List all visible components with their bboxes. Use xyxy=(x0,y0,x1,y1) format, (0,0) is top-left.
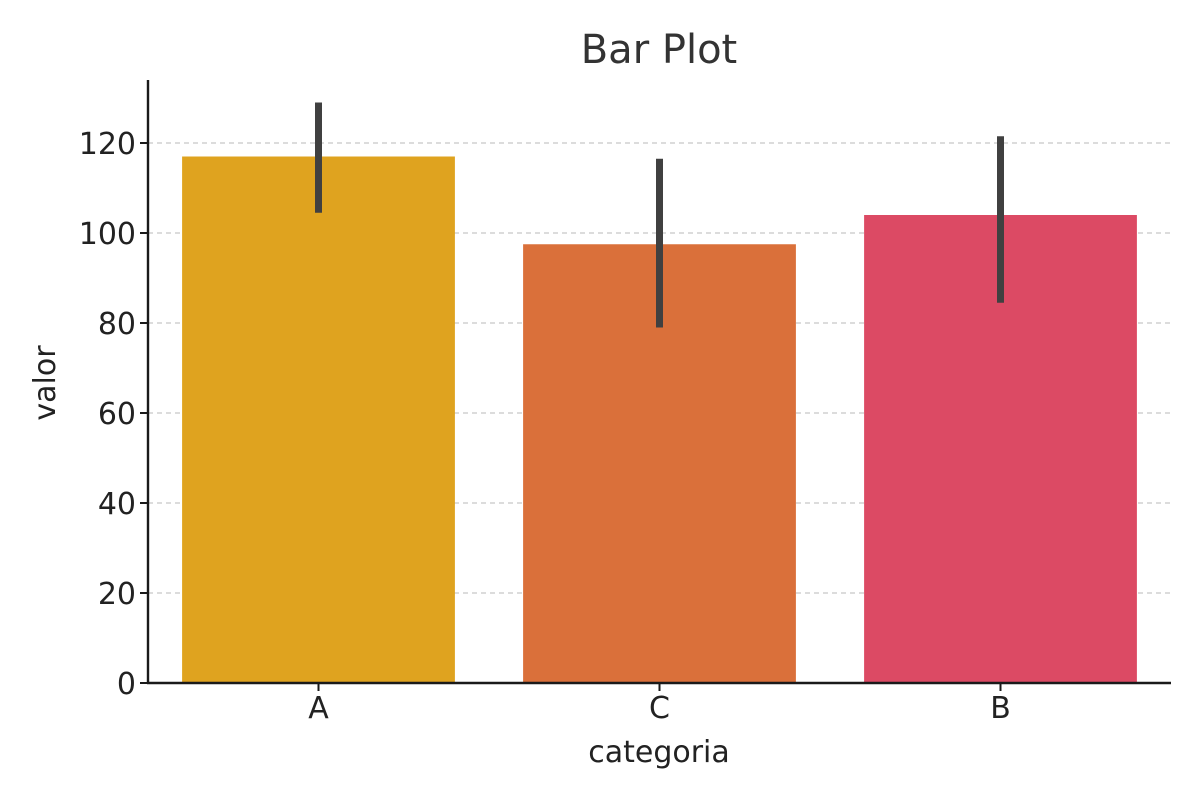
x-axis-label: categoria xyxy=(588,735,730,770)
x-tick-label: B xyxy=(990,691,1011,726)
y-tick-label: 80 xyxy=(98,307,136,342)
bars xyxy=(182,156,1137,683)
y-tick-label: 120 xyxy=(79,127,136,162)
y-tick-label: 20 xyxy=(98,577,136,612)
y-ticks: 0 20 40 60 80 100 120 xyxy=(79,127,148,702)
y-tick-label: 100 xyxy=(79,217,136,252)
error-bars xyxy=(315,102,1004,328)
bar-A xyxy=(182,156,455,683)
y-tick-label: 40 xyxy=(98,487,136,522)
chart-title: Bar Plot xyxy=(581,27,738,73)
y-axis-label: valor xyxy=(28,345,63,421)
x-tick-label: A xyxy=(308,691,329,726)
y-tick-label: 0 xyxy=(117,667,136,702)
y-tick-label: 60 xyxy=(98,397,136,432)
x-tick-label: C xyxy=(649,691,670,726)
